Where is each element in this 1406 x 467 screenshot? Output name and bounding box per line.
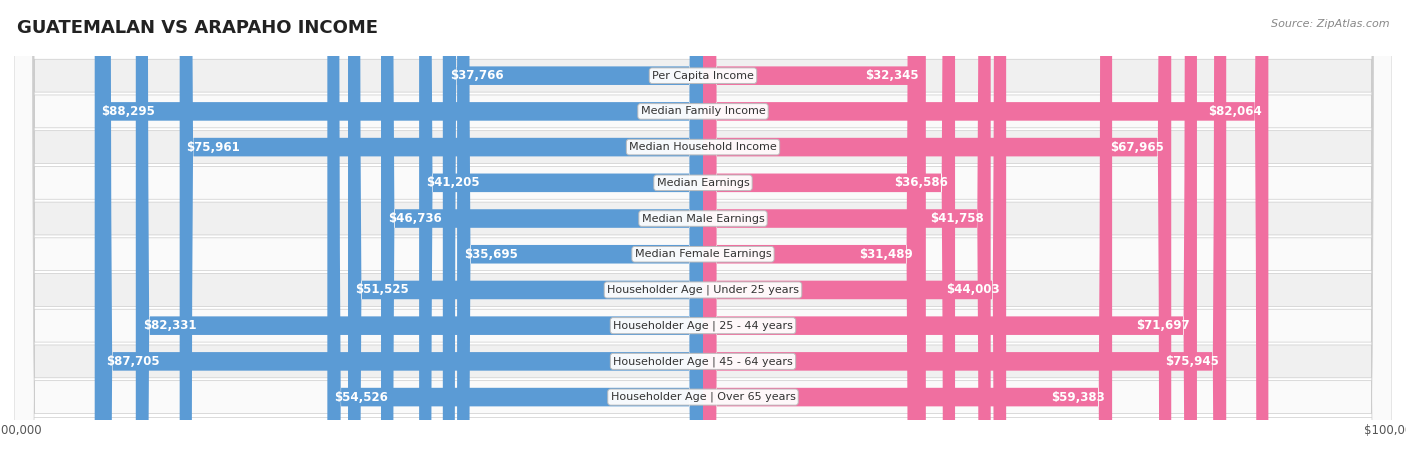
FancyBboxPatch shape xyxy=(180,0,703,467)
Text: $87,705: $87,705 xyxy=(105,355,159,368)
Text: $88,295: $88,295 xyxy=(101,105,156,118)
FancyBboxPatch shape xyxy=(419,0,703,467)
Text: $82,331: $82,331 xyxy=(142,319,197,332)
Text: $44,003: $44,003 xyxy=(946,283,1000,297)
FancyBboxPatch shape xyxy=(14,0,1392,467)
Text: Median Male Earnings: Median Male Earnings xyxy=(641,213,765,224)
Text: Householder Age | Under 25 years: Householder Age | Under 25 years xyxy=(607,285,799,295)
Text: $32,345: $32,345 xyxy=(865,69,920,82)
Text: $82,064: $82,064 xyxy=(1208,105,1261,118)
Text: Median Household Income: Median Household Income xyxy=(628,142,778,152)
FancyBboxPatch shape xyxy=(328,0,703,467)
FancyBboxPatch shape xyxy=(349,0,703,467)
FancyBboxPatch shape xyxy=(703,0,925,467)
Text: Median Female Earnings: Median Female Earnings xyxy=(634,249,772,259)
Text: $75,961: $75,961 xyxy=(187,141,240,154)
FancyBboxPatch shape xyxy=(703,0,1226,467)
Text: $37,766: $37,766 xyxy=(450,69,503,82)
FancyBboxPatch shape xyxy=(136,0,703,467)
Text: $36,586: $36,586 xyxy=(894,177,948,189)
FancyBboxPatch shape xyxy=(703,0,955,467)
FancyBboxPatch shape xyxy=(703,0,1268,467)
FancyBboxPatch shape xyxy=(14,0,1392,467)
Text: Householder Age | 25 - 44 years: Householder Age | 25 - 44 years xyxy=(613,320,793,331)
FancyBboxPatch shape xyxy=(14,0,1392,467)
Text: $75,945: $75,945 xyxy=(1166,355,1219,368)
FancyBboxPatch shape xyxy=(14,0,1392,467)
Text: $51,525: $51,525 xyxy=(354,283,409,297)
Text: GUATEMALAN VS ARAPAHO INCOME: GUATEMALAN VS ARAPAHO INCOME xyxy=(17,19,378,37)
FancyBboxPatch shape xyxy=(457,0,703,467)
FancyBboxPatch shape xyxy=(14,0,1392,467)
FancyBboxPatch shape xyxy=(703,0,1197,467)
Text: $41,758: $41,758 xyxy=(929,212,984,225)
Text: Source: ZipAtlas.com: Source: ZipAtlas.com xyxy=(1271,19,1389,28)
FancyBboxPatch shape xyxy=(703,0,1112,467)
Text: Householder Age | 45 - 64 years: Householder Age | 45 - 64 years xyxy=(613,356,793,367)
Text: $54,526: $54,526 xyxy=(335,390,388,403)
Text: $67,965: $67,965 xyxy=(1111,141,1164,154)
FancyBboxPatch shape xyxy=(703,0,1171,467)
FancyBboxPatch shape xyxy=(14,0,1392,467)
Text: $59,383: $59,383 xyxy=(1052,390,1105,403)
FancyBboxPatch shape xyxy=(98,0,703,467)
Text: $35,695: $35,695 xyxy=(464,248,517,261)
Text: $46,736: $46,736 xyxy=(388,212,441,225)
FancyBboxPatch shape xyxy=(14,0,1392,467)
FancyBboxPatch shape xyxy=(14,0,1392,467)
FancyBboxPatch shape xyxy=(381,0,703,467)
FancyBboxPatch shape xyxy=(14,0,1392,467)
Text: Per Capita Income: Per Capita Income xyxy=(652,71,754,81)
FancyBboxPatch shape xyxy=(703,0,920,467)
Text: $71,697: $71,697 xyxy=(1136,319,1189,332)
Text: Householder Age | Over 65 years: Householder Age | Over 65 years xyxy=(610,392,796,403)
Text: Median Earnings: Median Earnings xyxy=(657,178,749,188)
FancyBboxPatch shape xyxy=(703,0,991,467)
Text: $31,489: $31,489 xyxy=(859,248,912,261)
FancyBboxPatch shape xyxy=(443,0,703,467)
Text: Median Family Income: Median Family Income xyxy=(641,106,765,116)
FancyBboxPatch shape xyxy=(94,0,703,467)
FancyBboxPatch shape xyxy=(14,0,1392,467)
Text: $41,205: $41,205 xyxy=(426,177,479,189)
FancyBboxPatch shape xyxy=(703,0,1007,467)
